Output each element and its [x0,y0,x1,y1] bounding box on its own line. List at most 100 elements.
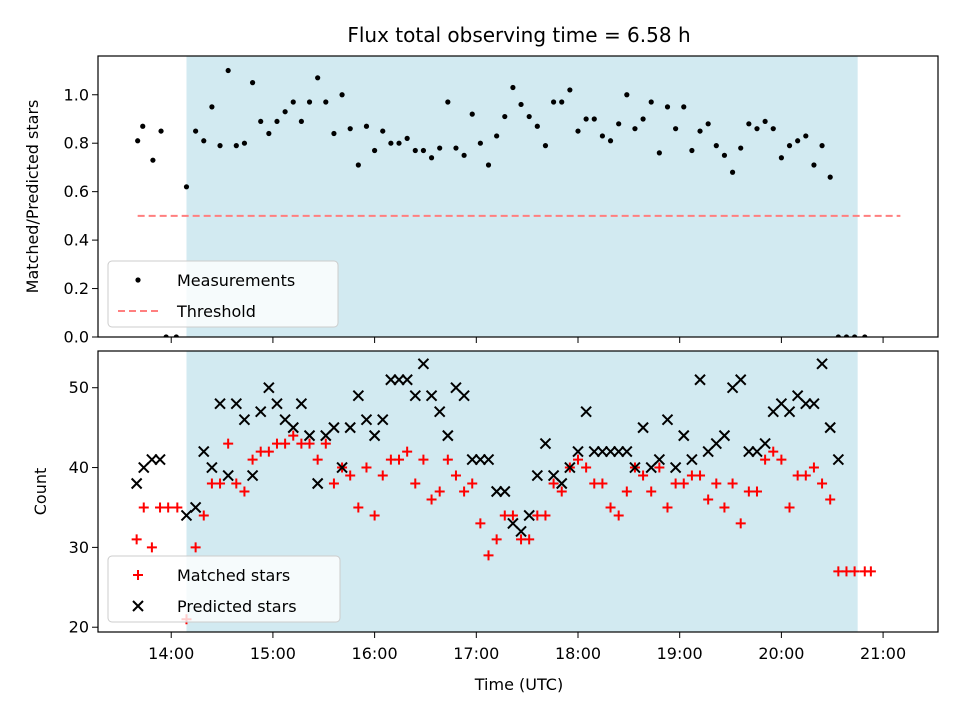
measurement-point [290,99,296,105]
predicted-star-point [336,461,348,474]
measurement-point [331,130,337,137]
measurement-point [477,140,483,146]
measurement-point [355,162,361,168]
series-predicted-stars [130,358,845,538]
measurement-point [599,133,606,139]
measurement-point [502,113,508,120]
legend: Matched stars Predicted stars [107,555,341,623]
measurement-point [469,111,475,117]
matched-star-point [146,542,157,553]
predicted-star-point [735,374,747,386]
measurement-point [494,133,500,139]
predicted-star-point [653,453,666,466]
predicted-star-point [311,477,324,490]
measurement-point [640,116,646,122]
predicted-star-point [816,358,828,370]
matched-star-point [394,454,405,465]
y-tick-label: 0.4 [64,231,89,250]
predicted-star-point [222,469,234,482]
y-axis-label: Count [31,468,50,516]
predicted-star-point [352,389,365,402]
predicted-star-point [180,509,193,522]
predicted-star-point [824,421,836,434]
predicted-star-point [198,445,210,458]
measurement-point [428,155,435,161]
predicted-star-point [604,445,617,458]
measurement-point [729,169,736,175]
matched-star-point [198,510,209,521]
measurement-point [705,121,711,127]
matched-star-point [263,446,274,457]
axes-frame [97,350,939,633]
matched-star-point [703,494,714,505]
measurement-point [241,140,248,146]
matched-star-point [507,510,518,521]
matched-star-point [735,518,746,529]
measurement-point [550,99,557,105]
measurement-point [183,184,190,190]
x-axis-label: Time (UTC) [474,675,563,694]
measurement-point [258,118,264,125]
measurement-point [453,145,459,151]
matched-star-point [548,478,559,489]
measurement-point [315,75,321,81]
matched-star-point [581,462,592,473]
matched-star-point [312,454,323,465]
measurement-point [209,104,215,110]
matched-star-point [369,510,380,521]
measurement-point [632,126,638,132]
matched-star-point [475,518,486,529]
matched-star-point [304,438,315,449]
measurement-point [827,174,833,180]
measurement-point [135,138,141,144]
predicted-star-point [377,413,389,426]
measurement-point [616,121,622,127]
measurement-point [770,126,776,132]
matched-star-point [727,478,738,489]
matched-star-point [131,534,142,545]
measurement-point [762,118,768,125]
measurement-point [347,126,353,132]
predicted-star-point [130,477,143,490]
matched-star-point [524,534,535,545]
predicted-star-point [629,461,641,474]
measurement-point [233,143,239,149]
x-tick-label: 19:00 [657,644,703,663]
chart-title: Flux total observing time = 6.58 h [347,23,690,47]
predicted-star-point [214,397,226,410]
measurement-point [396,140,402,146]
predicted-star-point [482,453,495,466]
matched-star-point [163,502,174,513]
measurement-point [567,87,573,93]
predicted-star-point [206,461,218,474]
predicted-star-point [564,461,576,474]
measurement-point [656,150,662,156]
measurement-point [746,121,752,127]
predicted-star-point [146,453,158,466]
measurement-point [697,128,703,134]
measurement-point [510,84,516,91]
predicted-star-point [637,421,649,434]
y-tick-label: 0.0 [64,328,89,347]
matched-star-point [434,486,445,497]
matched-star-point [288,430,299,441]
series-matched-stars [131,430,876,625]
predicted-star-point [686,453,698,466]
y-tick-label: 0.6 [64,182,89,201]
measurement-point [388,140,394,146]
measurement-point [193,128,199,134]
measurement-point [689,147,695,154]
measurement-point [542,143,549,149]
predicted-star-point [596,445,609,458]
axes-frame [97,55,939,338]
predicted-star-point [433,405,446,418]
matched-star-point [865,566,876,577]
predicted-star-point [409,389,421,402]
matched-star-point [328,478,339,489]
matched-star-point [613,510,624,521]
predicted-star-point [661,413,674,426]
plot-area [130,358,876,625]
y-tick-label: 0.8 [64,134,89,153]
x-tick-label: 15:00 [250,644,296,663]
matched-star-point [377,470,388,481]
